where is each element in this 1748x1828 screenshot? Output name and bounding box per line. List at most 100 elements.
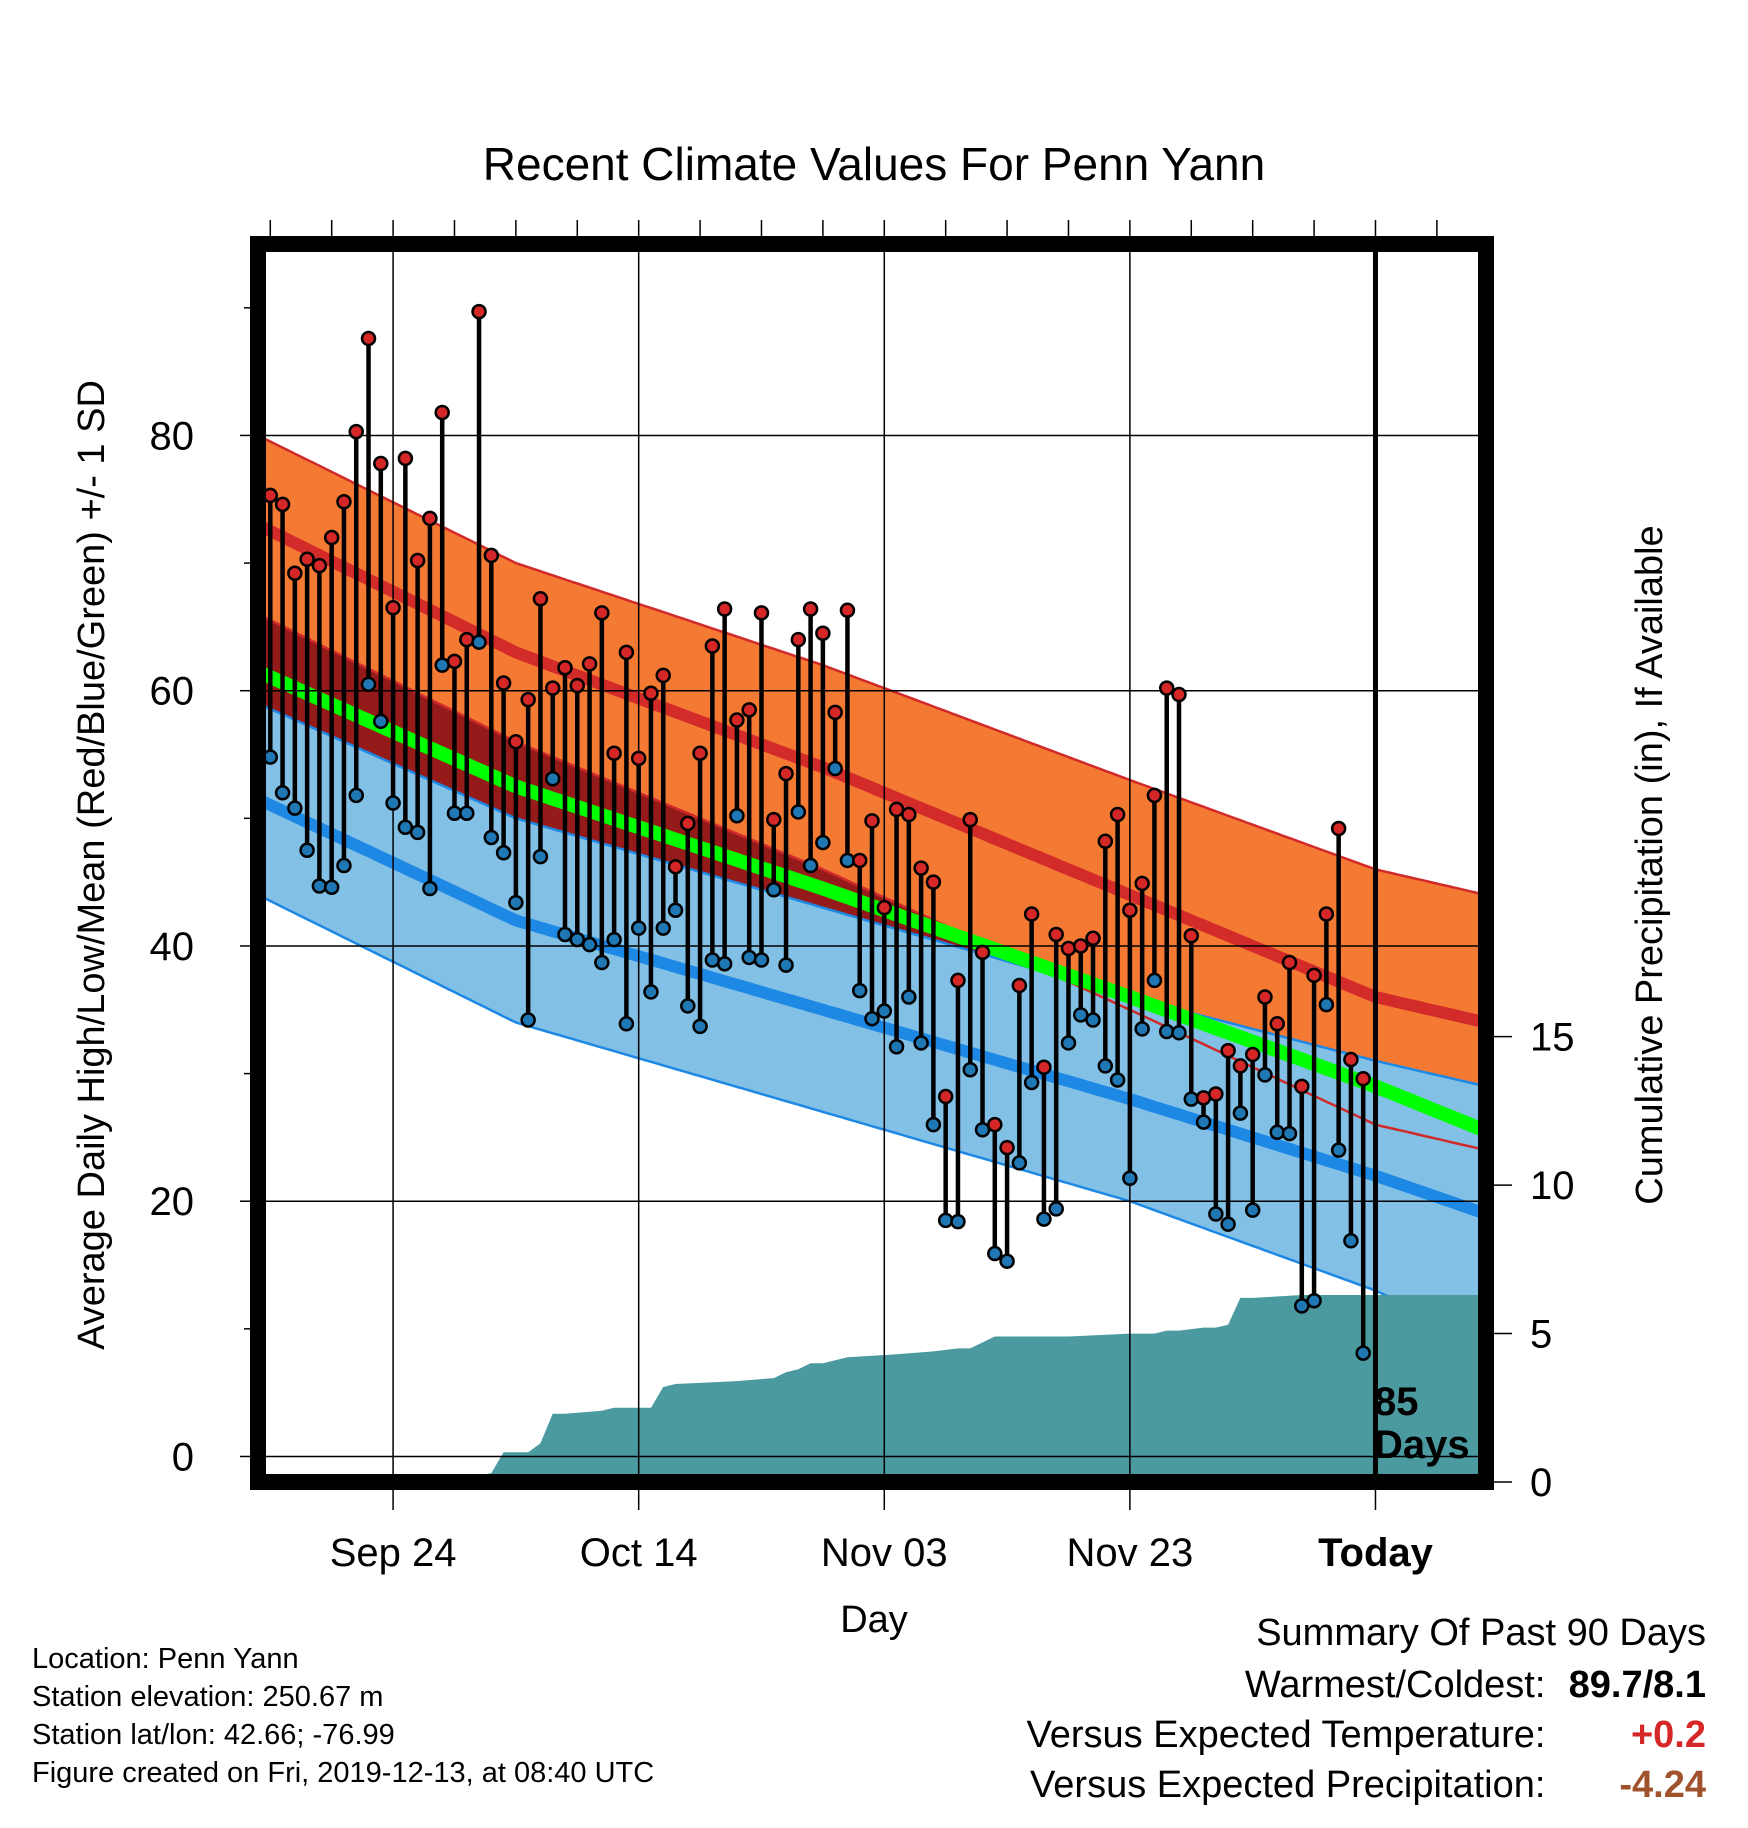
daily-high-point [1257,989,1273,1005]
daily-low-point [336,857,352,874]
high-upper-edge [257,434,1487,897]
daily-low-point [802,857,819,874]
daily-low-point [950,1213,966,1230]
daily-low-point [1306,1293,1322,1309]
daily-low-point [1244,1202,1261,1218]
daily-low-point [385,795,401,811]
daily-high-point [729,712,745,728]
daily-low-point [704,952,721,968]
daily-high-point [495,675,512,691]
daily-high-point [323,529,340,546]
daily-low-point [827,760,843,777]
daily-low-point [851,982,868,999]
y-tick-label: 80 [150,414,195,458]
daily-high-point [1208,1086,1224,1102]
daily-high-point [1318,906,1335,922]
daily-high-point [618,644,635,661]
daily-high-point [987,1116,1003,1133]
daily-high-point [741,702,757,718]
x-axis-label: Day [840,1599,908,1641]
daily-high-point [274,496,291,513]
daily-low-point [581,936,598,953]
daily-low-point [287,800,303,816]
daily-low-point [1220,1216,1236,1232]
daily-high-point [1073,938,1089,954]
daily-high-point [766,811,782,828]
low-lower-edge [257,893,1487,1343]
daily-high-point [1244,1046,1261,1063]
summary-warmest-coldest: Warmest/Coldest: 89.7/8.1 [1245,1664,1706,1707]
y2-tick-label: 5 [1530,1313,1552,1357]
daily-high-point [1294,1078,1310,1095]
daily-low-point [987,1245,1003,1262]
y-axis-label-right: Cumulative Precipitation (in), If Availa… [1629,525,1671,1204]
daily-high-point [287,565,303,582]
daily-low-point [532,848,549,865]
daily-high-point [1134,875,1150,892]
daily-high-point [925,874,942,890]
daily-high-point [999,1139,1015,1156]
y-tick-label: 20 [150,1180,195,1224]
daily-high-point [1097,833,1114,850]
daily-low-point [459,805,475,821]
daily-high-point [471,303,487,320]
daily-high-point [336,494,352,510]
daily-high-point [864,813,880,829]
y2-tick-label: 0 [1530,1461,1552,1505]
y-axis-label-left: Average Daily High/Low/Mean (Red/Blue/Gr… [71,380,113,1350]
daily-low-point [1208,1206,1224,1222]
daily-low-point [1171,1024,1187,1041]
daily-low-point [815,834,831,851]
daily-high-point [1269,1016,1285,1032]
daily-low-point [876,1003,893,1019]
daily-high-point [630,750,647,767]
daily-low-point [667,902,684,918]
daily-low-point [1257,1067,1273,1083]
daily-high-point [446,653,463,670]
daily-low-point [692,1018,708,1035]
daily-high-point [802,601,819,617]
daily-low-point [323,879,340,895]
daily-low-point [888,1039,905,1055]
daily-high-point [876,899,893,916]
daily-low-point [1146,972,1163,989]
daily-low-point [606,931,622,948]
y2-tick-label: 10 [1530,1164,1575,1208]
daily-high-point [1109,806,1126,823]
daily-high-point [1232,1058,1249,1074]
daily-high-point [532,591,549,607]
daily-high-point [557,659,573,676]
y-tick-label: 0 [172,1435,194,1479]
daily-high-point [913,860,929,876]
daily-high-point [1036,1059,1052,1075]
x-tick-label: Sep 24 [330,1531,457,1575]
daily-low-point [1355,1345,1371,1361]
x-tick-label: Today [1318,1531,1434,1575]
daily-high-point [778,765,794,782]
daily-low-point [1085,1012,1101,1028]
daily-low-point [434,657,450,673]
daily-high-point [1085,930,1101,947]
daily-low-point [594,954,610,971]
daily-low-point [729,808,745,824]
daily-high-point [520,691,536,708]
daily-high-point [1146,787,1163,804]
daily-low-point [495,845,512,861]
daily-high-point [667,859,684,875]
daily-high-point [655,667,671,684]
daily-high-point [1011,977,1028,994]
daily-high-point [422,510,438,527]
daily-low-point [1158,1023,1175,1040]
daily-high-point [962,811,978,828]
daily-low-point [1330,1142,1347,1158]
precip-value: -4.24 [1619,1764,1706,1806]
daily-high-point [1220,1042,1236,1059]
daily-high-point [716,601,733,617]
daily-low-point [520,1012,536,1028]
daily-high-point [704,638,721,654]
daily-high-point [1306,967,1322,984]
daily-high-point [851,852,868,869]
daily-high-point [508,734,524,750]
daily-high-point [974,944,991,961]
